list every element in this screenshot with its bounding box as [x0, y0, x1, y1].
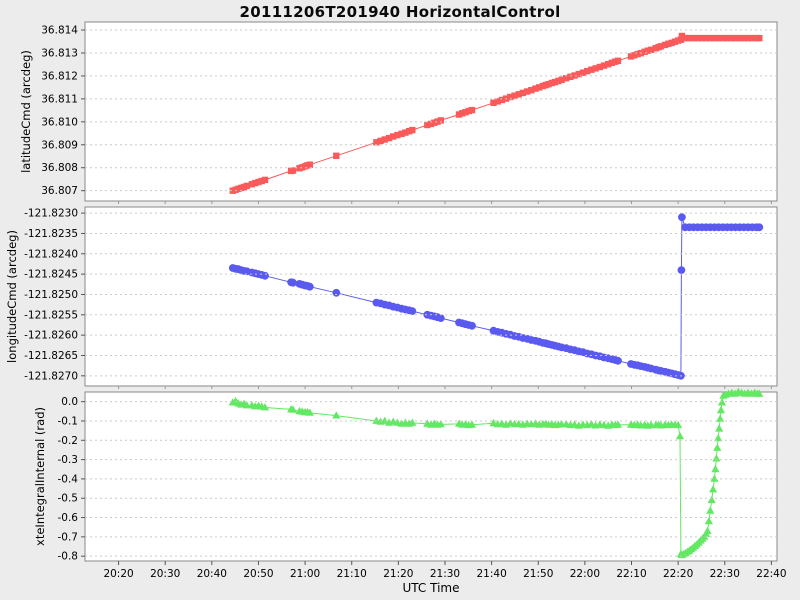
latitudeCmd-ylabel: latitudeCmd (arcdeg) — [19, 50, 33, 173]
y-tick-label: 36.812 — [41, 70, 78, 82]
y-tick-label: -121.8260 — [24, 330, 78, 342]
panel-border — [84, 21, 778, 202]
plot-area — [85, 22, 777, 201]
y-tick-label: -0.8 — [58, 551, 79, 563]
x-tick-label: 21:30 — [430, 568, 460, 580]
x-tick-label: 20:40 — [197, 568, 227, 580]
x-tick-label: 21:50 — [523, 568, 553, 580]
y-tick-label: 36.813 — [41, 47, 78, 59]
x-tick-label: 20:50 — [243, 568, 273, 580]
x-tick-label: 21:00 — [290, 568, 320, 580]
y-tick-label: -121.8270 — [24, 370, 78, 382]
y-tick-label: -121.8235 — [24, 228, 78, 240]
y-tick-label: 36.810 — [41, 116, 78, 128]
latitudeCmd-markers — [229, 32, 763, 194]
y-tick-label: -121.8245 — [24, 269, 78, 281]
panel-border — [84, 391, 778, 562]
y-tick-label: -121.8255 — [24, 309, 78, 321]
longitudeCmd-ylabel: longitudeCmd (arcdeg) — [5, 230, 19, 363]
xteIntegralInternal-panel: xteIntegralInternal (rad) — [33, 387, 778, 562]
x-tick-label: 21:10 — [337, 568, 367, 580]
y-tick-label: -121.8250 — [24, 289, 78, 301]
x-tick-label: 20:30 — [150, 568, 180, 580]
latitudeCmd-panel: latitudeCmd (arcdeg) — [19, 21, 778, 202]
y-tick-label: -121.8240 — [24, 248, 78, 260]
x-axis-label: UTC Time — [403, 581, 460, 595]
y-tick-label: 36.811 — [41, 93, 78, 105]
x-tick-label: 21:20 — [383, 568, 413, 580]
y-tick-label: -0.3 — [58, 454, 79, 466]
x-tick-label: 22:40 — [756, 568, 786, 580]
y-tick-label: 36.814 — [41, 25, 78, 37]
longitudeCmd-panel: longitudeCmd (arcdeg) — [5, 206, 778, 387]
y-tick-label: -0.1 — [58, 415, 79, 427]
y-tick-label: 36.807 — [41, 185, 78, 197]
y-grid: 0.0 -0.1 -0.2 -0.3 -0.4 -0.5 -0.6 -0.7 -0.8 — [58, 396, 777, 563]
y-tick-label: -0.2 — [58, 435, 79, 447]
longitudeCmd-markers — [228, 213, 764, 380]
plot-area — [85, 392, 777, 561]
x-tick-label: 22:10 — [616, 568, 646, 580]
y-tick-label: -0.4 — [58, 473, 79, 485]
y-tick-label: 36.809 — [41, 139, 78, 151]
y-tick-label: -0.5 — [58, 493, 79, 505]
y-tick-label: -0.6 — [58, 512, 79, 524]
plot-area — [85, 207, 777, 386]
y-tick-label: 0.0 — [61, 396, 78, 408]
x-axis: 20:20 20:30 20:40 20:50 21:00 21:10 21:20 21:30… — [103, 201, 787, 595]
x-tick-label: 20:20 — [103, 568, 133, 580]
y-tick-label: -0.7 — [58, 531, 79, 543]
y-grid: -121.8230 -121.8235 -121.8240 -121.8245 -121… — [24, 208, 777, 382]
y-tick-label: -121.8265 — [24, 350, 78, 362]
x-tick-label: 22:20 — [663, 568, 693, 580]
xteIntegralInternal-ylabel: xteIntegralInternal (rad) — [33, 407, 47, 546]
y-tick-label: -121.8230 — [24, 208, 78, 220]
y-tick-label: 36.808 — [41, 162, 78, 174]
x-tick-label: 22:30 — [710, 568, 740, 580]
panel-border — [84, 206, 778, 387]
y-grid: 36.814 36.813 36.812 36.811 36.810 36.809 36.8… — [41, 25, 777, 197]
x-tick-label: 21:40 — [476, 568, 506, 580]
x-tick-label: 22:00 — [570, 568, 600, 580]
xteIntegralInternal-markers — [228, 387, 764, 559]
chart-title: 20111206T201940 HorizontalControl — [239, 3, 561, 21]
